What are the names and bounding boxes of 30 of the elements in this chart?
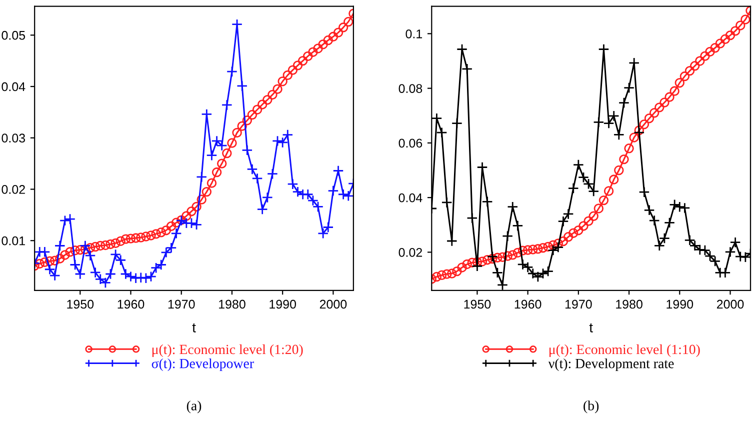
x-tick-label: 2000 xyxy=(320,300,347,309)
y-tick-label: 0.04 xyxy=(398,193,422,202)
text: (a) xyxy=(186,400,202,414)
x-tick-label: 1950 xyxy=(67,300,94,309)
y-tick-label: 0.04 xyxy=(2,82,26,92)
x-tick-label: 1990 xyxy=(666,300,694,309)
x-tick-label: 1980 xyxy=(616,300,642,309)
x-tick-label: 1960 xyxy=(118,300,144,309)
legend-label: μ(t): Economic level (1:10) xyxy=(549,344,700,357)
x-tick-label: 1970 xyxy=(168,300,195,309)
y-tick-label: 0.08 xyxy=(398,84,422,93)
x-axis-title: t xyxy=(589,323,593,332)
legend-label: ν(t): Development rate xyxy=(548,358,674,372)
y-tick-label: 0.01 xyxy=(2,236,25,246)
y-tick-label: 0.1 xyxy=(406,29,422,38)
y-tick-label: 0.02 xyxy=(2,185,25,194)
x-tick-label: 1980 xyxy=(219,300,246,309)
y-tick-label: 0.05 xyxy=(2,30,26,40)
y-tick-label: 0.02 xyxy=(398,248,422,257)
y-tick-label: 0.03 xyxy=(2,134,26,143)
y-tick-label: 0.06 xyxy=(398,138,422,148)
x-tick-label: 1960 xyxy=(514,300,542,309)
text: (b) xyxy=(584,400,599,414)
x-axis-title: t xyxy=(192,323,196,332)
legend-label: μ(t): Economic level (1:20) xyxy=(152,344,303,357)
x-tick-label: 1990 xyxy=(270,300,296,309)
x-tick-label: 1950 xyxy=(464,300,491,309)
x-tick-label: 2000 xyxy=(716,300,744,309)
x-tick-label: 1970 xyxy=(565,300,592,309)
legend-label: σ(t): Developower xyxy=(152,358,254,372)
